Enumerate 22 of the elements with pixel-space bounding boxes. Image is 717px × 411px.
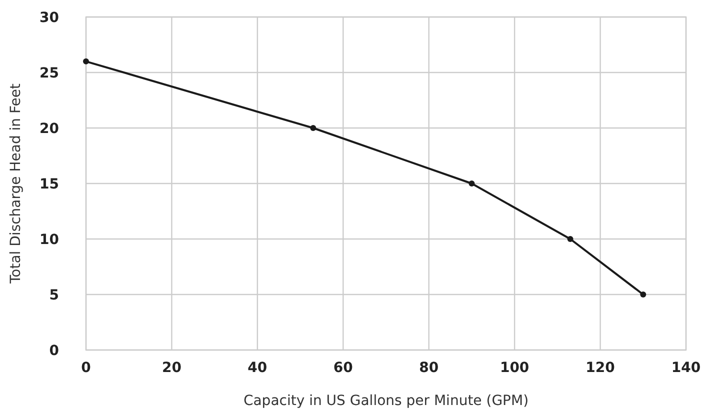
- point: [640, 292, 646, 298]
- point: [567, 236, 574, 242]
- y-tick-label: 5: [49, 287, 59, 304]
- x-tick-label: 100: [500, 360, 530, 376]
- y-tick-label: 25: [40, 65, 59, 82]
- x-tick-label: 120: [586, 360, 616, 376]
- x-tick-label: 80: [419, 360, 439, 376]
- x-tick-label: 140: [671, 360, 701, 376]
- x-axis-title: Capacity in US Gallons per Minute (GPM): [243, 393, 529, 409]
- y-tick-label: 15: [40, 176, 59, 192]
- y-tick-label: 0: [49, 342, 60, 359]
- y-tick-label: 30: [40, 10, 60, 26]
- point: [468, 180, 475, 186]
- x-tick-label: 40: [248, 360, 268, 376]
- y-tick-label: 10: [40, 232, 60, 248]
- y-axis-title: Total Discharge Head in Feet: [8, 82, 24, 284]
- y-tick-label: 20: [40, 120, 60, 137]
- point: [310, 125, 316, 131]
- point: [83, 58, 89, 64]
- x-tick-label: 0: [81, 360, 92, 376]
- x-tick-label: 60: [333, 360, 354, 376]
- x-tick-label: 20: [162, 360, 182, 376]
